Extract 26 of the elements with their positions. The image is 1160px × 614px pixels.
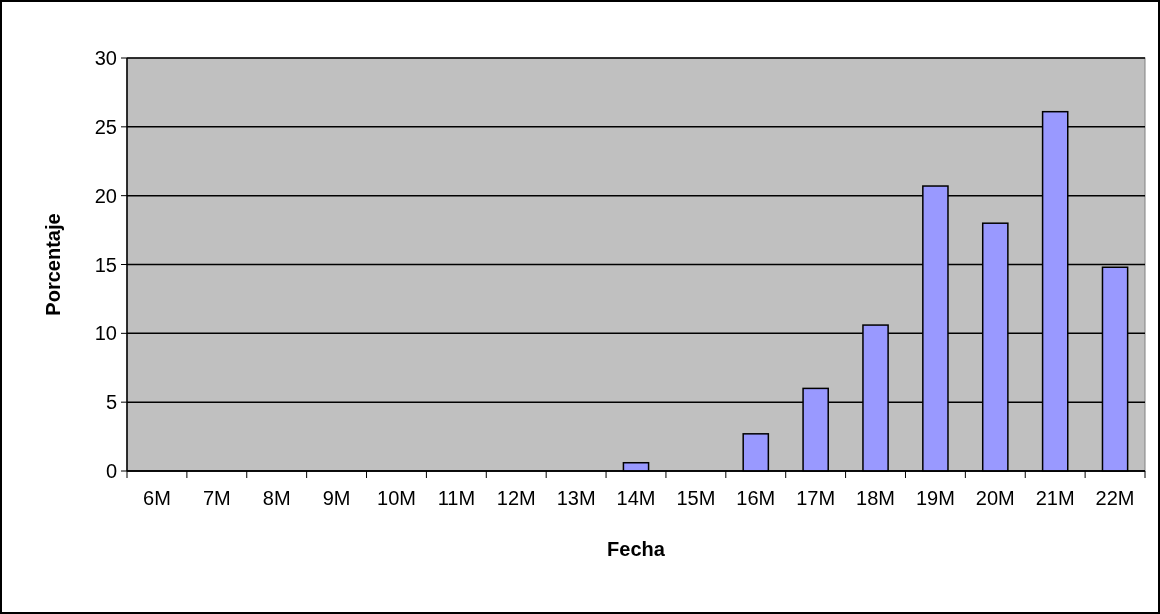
y-tick-label: 0: [105, 460, 117, 482]
y-tick-label: 25: [94, 115, 117, 138]
x-tick-label: 20M: [975, 487, 1015, 509]
x-tick-label: 11M: [437, 487, 476, 509]
x-tick-label: 7M: [202, 487, 231, 509]
y-tick-label: 15: [94, 253, 117, 276]
y-tick-label: 5: [105, 391, 117, 414]
x-tick-label: 17M: [796, 487, 836, 509]
x-tick-label: 13M: [556, 487, 596, 509]
x-tick-label: 14M: [616, 487, 656, 509]
x-tick-label: 16M: [736, 487, 776, 509]
y-tick-label: 10: [94, 322, 117, 345]
x-axis-title: Fecha: [607, 538, 666, 560]
x-tick-label: 15M: [676, 487, 716, 509]
x-tick-label: 8M: [262, 487, 291, 509]
x-tick-label: 9M: [322, 487, 351, 509]
y-axis-title: Porcentaje: [42, 213, 64, 316]
y-tick-label: 30: [94, 47, 117, 69]
x-tick-label: 18M: [856, 487, 895, 509]
x-tick-label: 6M: [143, 487, 171, 509]
x-tick-label: 22M: [1095, 487, 1135, 509]
x-tick-label: 19M: [915, 487, 955, 509]
x-tick-label: 12M: [496, 487, 536, 509]
x-tick-label: 21M: [1035, 487, 1075, 509]
y-tick-label: 20: [94, 184, 117, 207]
x-tick-label: 10M: [377, 487, 416, 509]
